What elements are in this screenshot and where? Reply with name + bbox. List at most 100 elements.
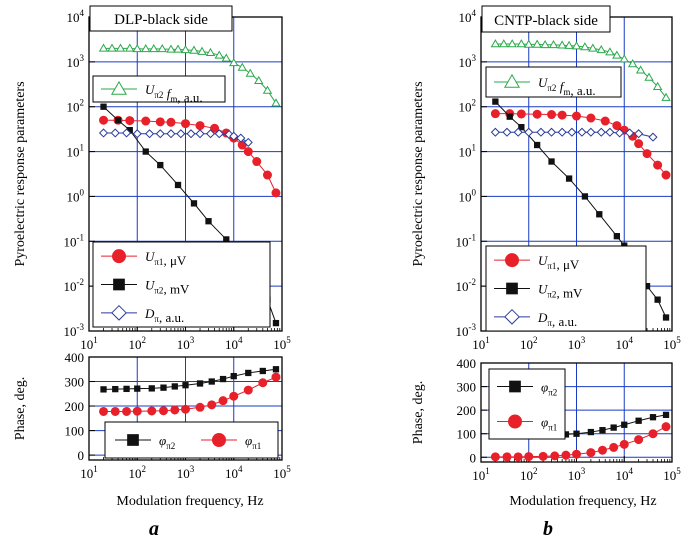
data-point — [627, 59, 638, 68]
data-point — [181, 404, 190, 414]
data-point — [170, 405, 180, 415]
data-point — [499, 39, 509, 48]
y-tick-label: 200 — [457, 403, 477, 418]
y-tick-label: 10-1 — [456, 232, 477, 249]
y-tick-label: 400 — [65, 350, 85, 365]
data-point — [538, 451, 548, 461]
data-point — [502, 452, 512, 462]
legend-marker — [508, 414, 522, 429]
data-point — [502, 127, 512, 137]
y-tick-label: 10-1 — [64, 232, 85, 249]
data-point — [197, 46, 207, 55]
ticks: 101 102 103 104 105 0 100 200 300 400 — [65, 350, 292, 481]
data-point — [506, 113, 513, 120]
data-point — [581, 193, 589, 200]
data-point — [634, 129, 644, 139]
legend-marker — [111, 304, 127, 321]
data-point — [245, 68, 255, 77]
title-box — [481, 5, 611, 33]
legend: Uπ1, μV Uπ2, mV Dπ, a.u. — [485, 245, 647, 332]
data-point — [221, 53, 231, 62]
data-point — [644, 72, 654, 81]
data-point — [653, 160, 663, 170]
data-point — [548, 39, 559, 49]
data-point — [654, 296, 661, 303]
data-point — [110, 128, 120, 138]
data-point — [157, 43, 167, 53]
data-point — [214, 50, 224, 59]
x-tick-label: 101 — [80, 335, 98, 352]
data-point — [621, 421, 628, 428]
data-point — [271, 188, 281, 198]
data-point — [210, 123, 220, 133]
data-point — [599, 427, 606, 434]
data-point — [237, 62, 247, 71]
data-point — [571, 41, 582, 50]
data-point — [562, 431, 570, 438]
data-point — [100, 103, 107, 110]
x-tick-label: 105 — [663, 466, 681, 483]
series-1 — [490, 422, 671, 462]
data-point — [492, 98, 499, 105]
data-point — [635, 417, 642, 424]
x-tick-label: 104 — [616, 335, 634, 352]
data-point — [587, 428, 595, 436]
data-point — [513, 127, 523, 137]
data-point — [490, 109, 500, 119]
x-tick-label: 104 — [225, 464, 243, 481]
data-point — [557, 127, 567, 137]
data-point — [99, 406, 109, 416]
data-point — [147, 406, 157, 416]
x-tick-label: 104 — [616, 466, 634, 483]
chart-title: DLP-black side — [114, 12, 208, 28]
data-point — [121, 128, 132, 138]
data-point — [557, 40, 567, 49]
series-1 — [99, 115, 281, 198]
x-tick-label: 101 — [80, 464, 98, 481]
y-tick-label: 0 — [470, 450, 477, 465]
data-point — [159, 406, 169, 416]
chart-title: CNTP-black side — [494, 13, 598, 29]
legend-label: Dπ, a.u. — [144, 306, 184, 325]
y-tick-label: 100 — [65, 424, 85, 439]
legend-marker — [506, 282, 518, 295]
data-point — [174, 181, 182, 189]
data-point — [518, 124, 525, 131]
data-point — [546, 127, 557, 137]
data-point — [214, 129, 224, 139]
data-point — [114, 117, 122, 124]
data-point — [596, 127, 606, 137]
data-point — [112, 385, 119, 393]
data-point — [166, 129, 176, 139]
legend: Uπ2 fm, a.u. — [92, 75, 226, 105]
series-line — [495, 131, 654, 138]
data-point — [271, 372, 281, 382]
data-point — [534, 141, 541, 149]
y-tick-label: 100 — [459, 187, 477, 204]
data-point — [176, 129, 186, 139]
y-tick-label: 0 — [78, 448, 85, 463]
data-point — [173, 44, 183, 53]
legend: Uπ1, μV Uπ2, mV Dπ, a.u. — [92, 241, 271, 328]
data-point — [190, 200, 198, 207]
data-point — [507, 39, 517, 48]
data-point — [141, 116, 151, 126]
data-point — [166, 44, 176, 53]
data-point — [490, 127, 500, 137]
data-point — [612, 50, 622, 59]
y-tick-label: 10-3 — [64, 322, 85, 339]
data-point — [597, 445, 607, 455]
data-point — [155, 129, 165, 139]
data-point — [229, 131, 239, 141]
data-point — [99, 115, 109, 125]
data-point — [107, 43, 117, 52]
data-point — [98, 128, 109, 138]
data-point — [648, 429, 658, 439]
data-point — [236, 133, 246, 143]
legend: φπ2 φπ1 — [488, 368, 566, 440]
data-point — [254, 75, 264, 85]
legend-label: φπ2 — [159, 433, 175, 451]
legend-marker — [505, 253, 519, 268]
data-point — [205, 129, 216, 139]
